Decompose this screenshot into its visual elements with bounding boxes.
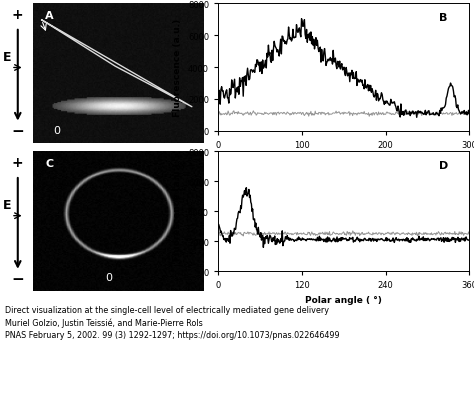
Text: −: − [11,123,24,138]
Text: C: C [45,159,53,169]
Text: −: − [11,271,24,286]
Y-axis label: Fluorescence (a.u.): Fluorescence (a.u.) [173,163,182,260]
Text: B: B [439,13,447,23]
Text: Direct visualization at the single-cell level of electrically mediated gene deli: Direct visualization at the single-cell … [5,305,339,340]
X-axis label: Polar angle ( °): Polar angle ( °) [305,295,382,304]
Text: +: + [12,156,24,170]
Text: 0: 0 [105,272,112,282]
Text: E: E [3,198,11,211]
Text: 0: 0 [54,126,61,135]
Text: D: D [439,160,448,170]
Y-axis label: Fluorescence (a.u.): Fluorescence (a.u.) [173,19,182,117]
X-axis label: Distance (a.u.): Distance (a.u.) [306,155,381,164]
Text: E: E [3,51,11,64]
Text: A: A [45,11,54,21]
Text: +: + [12,8,24,22]
